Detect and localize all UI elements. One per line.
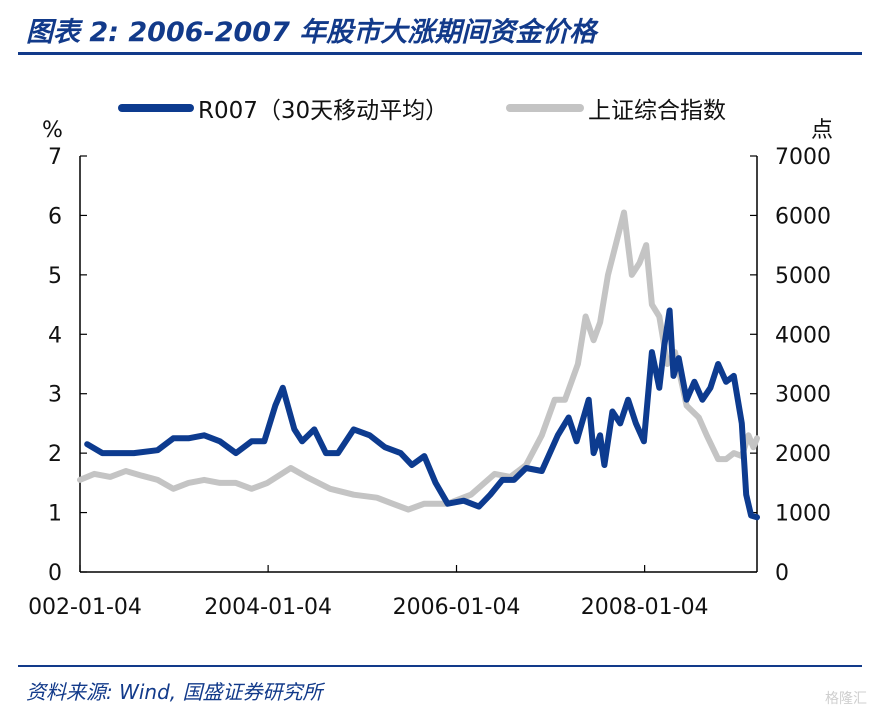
right-tick-label: 1000 — [775, 502, 831, 527]
left-axis-unit: % — [42, 118, 63, 143]
watermark-text: 格隆汇 — [825, 691, 867, 707]
right-tick-label: 7000 — [775, 145, 831, 170]
right-axis-unit: 点 — [811, 118, 833, 143]
left-tick-label: 6 — [48, 204, 62, 229]
figure-title: 图表 2: 2006-2007 年股市大涨期间资金价格 — [26, 17, 597, 48]
x-tick-label: 002-01-04 — [28, 595, 142, 620]
x-tick-label: 2008-01-04 — [581, 595, 709, 620]
x-tick-label: 2004-01-04 — [204, 595, 332, 620]
left-tick-label: 1 — [48, 502, 62, 527]
index-series-line — [77, 209, 760, 513]
left-tick-label: 2 — [48, 442, 62, 467]
right-tick-label: 3000 — [775, 383, 831, 408]
axes: 0 1 2 3 4 5 6 7 0 1000 2000 3000 4000 5000 6000 7000 002… — [28, 145, 831, 620]
r007-series-line — [84, 307, 760, 521]
right-tick-label: 5000 — [775, 264, 831, 289]
footer-rule — [18, 665, 862, 667]
title-rule — [18, 52, 862, 55]
x-tick-label: 2006-01-04 — [393, 595, 521, 620]
left-tick-label: 3 — [48, 383, 62, 408]
legend-label-r007: R007（30天移动平均） — [198, 98, 448, 124]
right-tick-label: 0 — [775, 561, 789, 586]
series-layer — [77, 209, 760, 521]
right-tick-label: 6000 — [775, 204, 831, 229]
right-tick-label: 2000 — [775, 442, 831, 467]
left-tick-label: 7 — [48, 145, 62, 170]
left-tick-label: 0 — [48, 561, 62, 586]
chart-legend: R007（30天移动平均） 上证综合指数 — [118, 98, 726, 124]
left-tick-label: 5 — [48, 264, 62, 289]
legend-label-index: 上证综合指数 — [588, 98, 726, 124]
left-tick-label: 4 — [48, 323, 62, 348]
source-note: 资料来源: Wind, 国盛证券研究所 — [26, 680, 323, 704]
right-tick-label: 4000 — [775, 323, 831, 348]
